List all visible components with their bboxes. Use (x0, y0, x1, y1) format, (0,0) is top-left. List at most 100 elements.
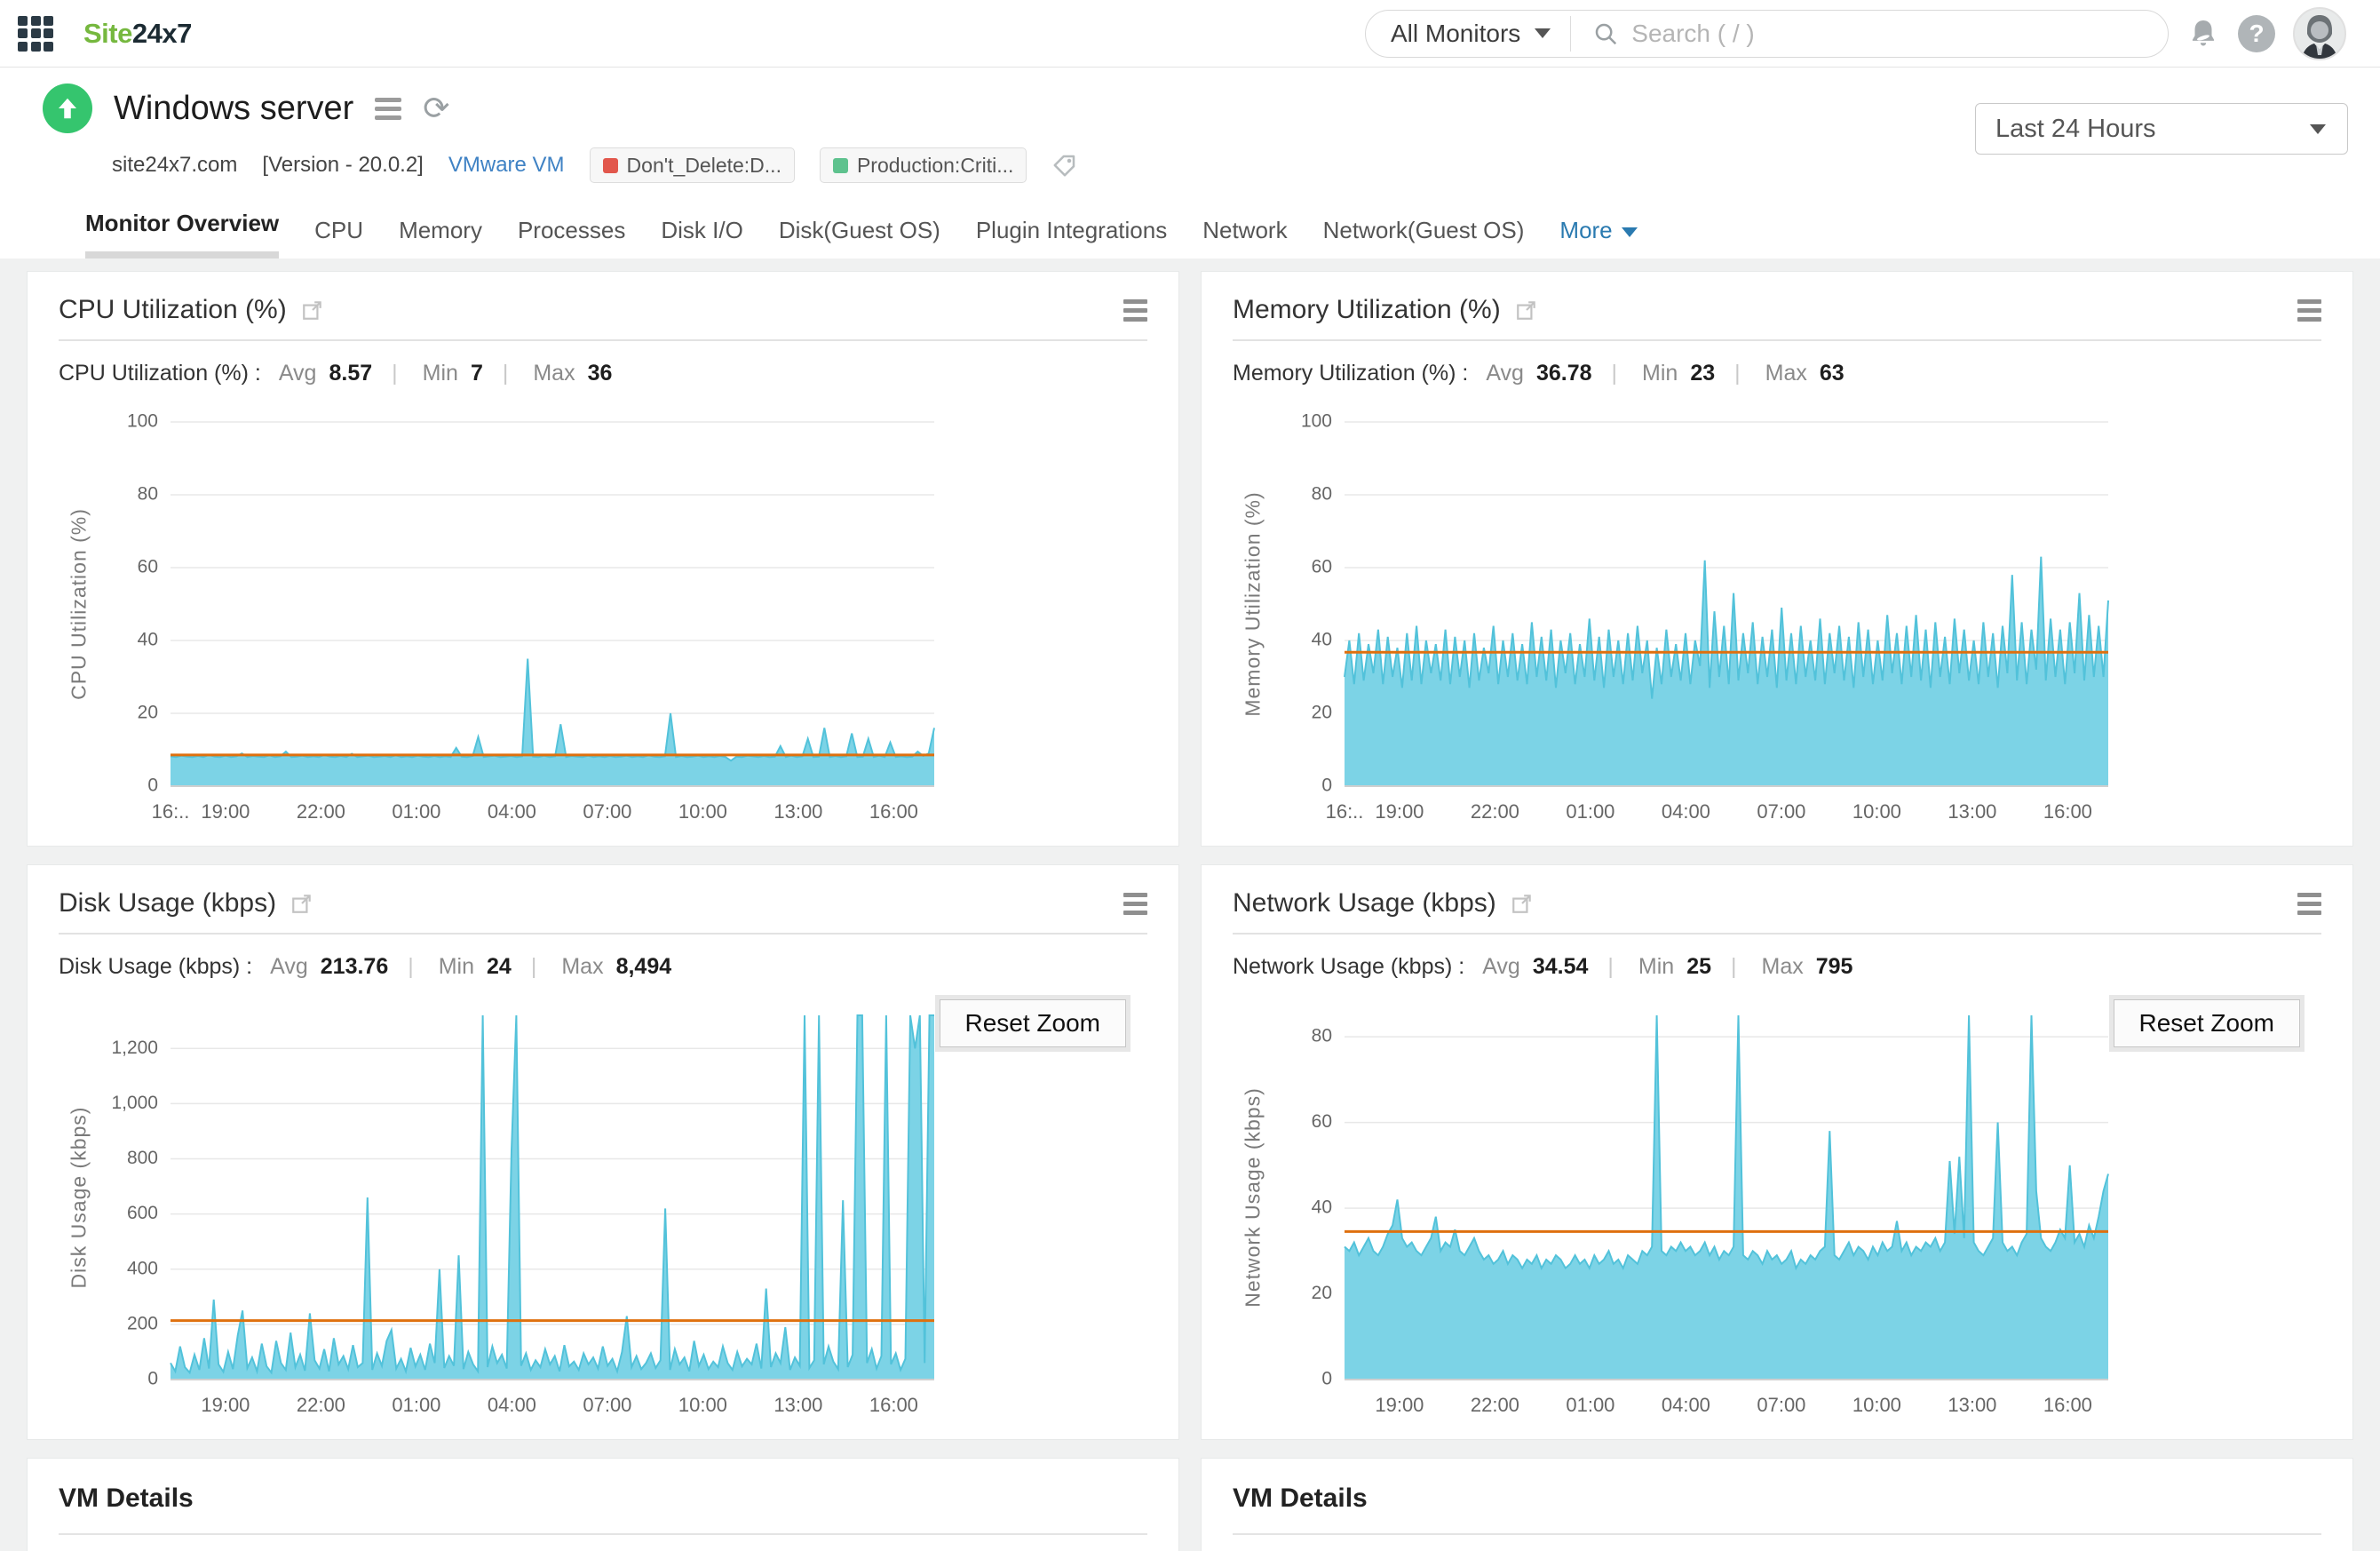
monitor-version: [Version - 20.0.2] (262, 153, 424, 177)
tag-chip-dont-delete[interactable]: Don't_Delete:D... (589, 147, 795, 183)
panel-title: Disk Usage (kbps) (59, 888, 277, 918)
svg-text:01:00: 01:00 (1566, 800, 1614, 823)
svg-text:16:..: 16:.. (152, 800, 190, 823)
svg-text:16:00: 16:00 (2043, 1394, 2092, 1416)
expand-chart-icon[interactable] (1515, 298, 1538, 322)
svg-text:07:00: 07:00 (583, 800, 631, 823)
disk-usage-chart[interactable]: 0 200 400 600 800 1,000 1,200 19:00 22:00 01:00 04… (99, 1003, 943, 1425)
svg-text:80: 80 (138, 484, 158, 505)
max-label: Max (1761, 954, 1804, 979)
chevron-down-icon (2310, 123, 2326, 134)
svg-text:1,200: 1,200 (111, 1038, 158, 1058)
svg-text:13:00: 13:00 (774, 800, 822, 823)
time-range-dropdown[interactable]: Last 24 Hours (1975, 103, 2348, 155)
svg-text:800: 800 (127, 1148, 158, 1168)
svg-text:07:00: 07:00 (1757, 1394, 1805, 1416)
max-value: 36 (587, 361, 613, 386)
tab-processes[interactable]: Processes (517, 217, 626, 243)
help-icon[interactable]: ? (2238, 14, 2275, 52)
chart-area[interactable]: Reset Zoom Network Usage (kbps) 0 20 40 60 8… (1233, 999, 2321, 1425)
expand-chart-icon[interactable] (290, 892, 313, 915)
min-value: 23 (1690, 361, 1716, 386)
tab-network[interactable]: Network (1202, 217, 1288, 243)
y-axis-title: CPU Utilization (%) (67, 507, 91, 700)
svg-text:80: 80 (1312, 484, 1332, 505)
stats-row: Memory Utilization (%) : Avg 36.78 | Min 2… (1233, 361, 1844, 386)
svg-text:20: 20 (1312, 703, 1332, 723)
network-usage-chart[interactable]: 0 20 40 60 80 19:00 22:00 01:00 04:00 07:00 10:00 1… (1273, 1003, 2117, 1425)
min-value: 7 (470, 361, 483, 386)
user-avatar[interactable] (2293, 6, 2346, 60)
refresh-icon[interactable]: ⟳ (423, 90, 450, 126)
notifications-bell-icon[interactable] (2186, 17, 2220, 51)
stats-row: Disk Usage (kbps) : Avg 213.76 | Min 24 | … (59, 954, 672, 979)
avg-label: Avg (270, 954, 308, 979)
divider (59, 933, 1147, 935)
tab-monitor-overview[interactable]: Monitor Overview (85, 210, 280, 258)
svg-text:1,000: 1,000 (111, 1093, 158, 1113)
metric-label: Disk Usage (kbps) : (59, 954, 253, 979)
tag-label: Production:Criti... (856, 153, 1014, 177)
vmware-vm-link[interactable]: VMware VM (448, 153, 565, 177)
svg-text:04:00: 04:00 (1662, 1394, 1710, 1416)
y-axis-title: Disk Usage (kbps) (67, 1106, 91, 1288)
tab-memory[interactable]: Memory (399, 217, 482, 243)
svg-text:10:00: 10:00 (678, 800, 727, 823)
svg-text:22:00: 22:00 (297, 800, 345, 823)
expand-chart-icon[interactable] (301, 298, 324, 322)
svg-text:01:00: 01:00 (392, 800, 440, 823)
panel-menu-icon[interactable] (1123, 892, 1147, 915)
stats-row: CPU Utilization (%) : Avg 8.57 | Min 7 | M… (59, 361, 613, 386)
svg-text:0: 0 (147, 1369, 158, 1389)
reset-zoom-button[interactable]: Reset Zoom (939, 999, 1126, 1047)
stats-row: Network Usage (kbps) : Avg 34.54 | Min 25 … (1233, 954, 1853, 979)
avg-label: Avg (1482, 954, 1520, 979)
avg-label: Avg (1486, 361, 1524, 386)
site24x7-logo[interactable]: Site24x7 (83, 18, 192, 50)
expand-chart-icon[interactable] (1511, 892, 1534, 915)
tab-cpu[interactable]: CPU (314, 217, 364, 243)
chart-area[interactable]: Reset Zoom Disk Usage (kbps) 0 200 400 600 8… (59, 999, 1147, 1425)
app-grid-icon[interactable] (18, 15, 53, 52)
svg-text:13:00: 13:00 (1948, 1394, 1996, 1416)
avg-label: Avg (278, 361, 317, 386)
panel-menu-icon[interactable] (1123, 298, 1147, 322)
metric-label: Memory Utilization (%) : (1233, 361, 1469, 386)
svg-text:60: 60 (1312, 557, 1332, 577)
panel-menu-icon[interactable] (2297, 892, 2321, 915)
svg-text:13:00: 13:00 (1948, 800, 1996, 823)
svg-text:10:00: 10:00 (678, 1394, 727, 1416)
svg-text:10:00: 10:00 (1852, 1394, 1901, 1416)
svg-text:07:00: 07:00 (1757, 800, 1805, 823)
tag-chip-production[interactable]: Production:Criti... (819, 147, 1027, 183)
memory-utilization-chart[interactable]: 0 20 40 60 80 100 16:.. 19:00 22:00 01:00 04:00 07:… (1273, 410, 2117, 831)
max-label: Max (561, 954, 604, 979)
chart-area[interactable]: CPU Utilization (%) 0 20 40 60 80 100 16:.. 19:… (59, 410, 1147, 831)
max-value: 63 (1819, 361, 1844, 386)
svg-text:400: 400 (127, 1258, 158, 1278)
tab-more[interactable]: More (1559, 217, 1638, 258)
page-title: Windows server (114, 89, 354, 127)
chevron-down-icon (1621, 227, 1638, 237)
search-input[interactable]: Search ( / ) (1571, 20, 2168, 48)
search-icon (1596, 23, 1617, 44)
reset-zoom-button[interactable]: Reset Zoom (2113, 999, 2300, 1047)
monitor-scope-dropdown[interactable]: All Monitors (1366, 20, 1570, 48)
chart-area[interactable]: Memory Utilization (%) 0 20 40 60 80 100 16:..… (1233, 410, 2321, 831)
monitor-header: Windows server ⟳ site24x7.com [Version -… (0, 68, 2380, 258)
svg-text:0: 0 (147, 776, 158, 796)
tag-icon[interactable] (1051, 152, 1078, 179)
divider (1233, 933, 2321, 935)
tab-plugin-integrations[interactable]: Plugin Integrations (975, 217, 1168, 243)
svg-text:16:00: 16:00 (869, 800, 918, 823)
monitor-scope-label: All Monitors (1391, 19, 1521, 47)
tab-network-guest-os[interactable]: Network(Guest OS) (1322, 217, 1525, 243)
cpu-utilization-chart[interactable]: 0 20 40 60 80 100 16:.. 19:00 22:00 01:00 04:00 07:… (99, 410, 943, 831)
tab-disk-io[interactable]: Disk I/O (661, 217, 743, 243)
svg-text:04:00: 04:00 (488, 800, 536, 823)
monitor-menu-icon[interactable] (375, 97, 402, 120)
svg-text:04:00: 04:00 (488, 1394, 536, 1416)
tab-disk-guest-os[interactable]: Disk(Guest OS) (778, 217, 940, 243)
tag-color-red (602, 157, 618, 173)
panel-menu-icon[interactable] (2297, 298, 2321, 322)
